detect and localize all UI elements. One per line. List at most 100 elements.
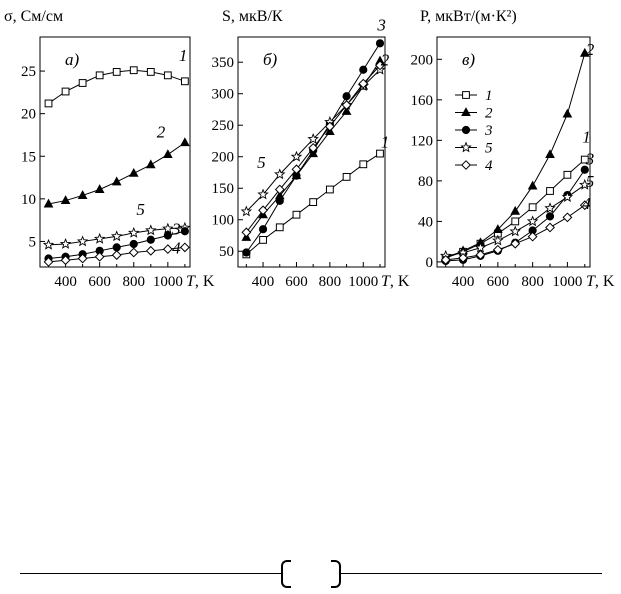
panel-a-frame bbox=[39, 36, 191, 268]
panel-b-series-4-point bbox=[358, 78, 369, 89]
panel-a-series-3-point bbox=[146, 235, 155, 244]
panel-a-series-4-point bbox=[128, 247, 139, 258]
panel-c-xlabel: T, K bbox=[586, 273, 615, 290]
panel-a-series-1-point bbox=[163, 71, 172, 80]
panel-b-series-4 bbox=[241, 60, 385, 238]
panel-c-xtick-label: 600 bbox=[487, 274, 510, 290]
panel-c-xtick-label: 400 bbox=[452, 274, 475, 290]
panel-a-xlabel: T, K bbox=[186, 273, 215, 290]
panel-b-series-3-point bbox=[342, 92, 351, 101]
panel-a-xlabel-unit: , K bbox=[195, 273, 215, 290]
legend-label-3: 3 bbox=[484, 123, 493, 139]
panel-b-series-2-point bbox=[341, 106, 352, 115]
panel-b-xtick-label: 400 bbox=[252, 274, 275, 290]
panel-c-xtick-label: 800 bbox=[521, 274, 544, 290]
panel-a-series-5-point bbox=[128, 226, 140, 238]
panel-c-series-2-point bbox=[545, 149, 555, 159]
panel-a-series-5 bbox=[42, 221, 191, 250]
panel-b-ytick-label: 300 bbox=[212, 87, 235, 103]
panel-b-ytick-label: 350 bbox=[212, 55, 235, 71]
panel-c-series-2-point bbox=[510, 205, 521, 215]
panel-b-frame bbox=[237, 36, 386, 268]
legend-marker-4 bbox=[461, 160, 471, 170]
panel-a-series-1-point bbox=[44, 99, 53, 108]
panel-a-series-4-point bbox=[162, 244, 173, 255]
panel-a-series-2-point bbox=[60, 195, 71, 205]
panel-b-series-3-point bbox=[242, 248, 251, 257]
panel-a-series-2 bbox=[43, 137, 190, 208]
panel-a-series-2-point bbox=[111, 176, 122, 186]
panel-a-series-5-point bbox=[76, 235, 89, 247]
panel-a-series-1-point bbox=[129, 66, 138, 75]
panel-a-series-4-point bbox=[60, 255, 71, 266]
legend-marker-3 bbox=[461, 125, 471, 135]
panel-c-xtick-label: 1000 bbox=[552, 274, 582, 290]
panel-a-series-1-point bbox=[61, 87, 70, 96]
panel-a-series-1-point bbox=[180, 77, 189, 86]
panel-b-series-3-point bbox=[375, 39, 385, 48]
panel-b-series-4-point bbox=[341, 100, 352, 110]
panel-b-series-3-point bbox=[359, 65, 368, 74]
panel-a-series-4-point bbox=[77, 253, 88, 264]
panel-a-series-3-point bbox=[180, 227, 189, 236]
panel-a-series-2-point bbox=[94, 184, 105, 193]
panel-b-series-4-point bbox=[375, 60, 385, 71]
panel-c-series-5-point bbox=[544, 202, 556, 214]
panel-c-series-5-point bbox=[526, 215, 539, 227]
panel-c-curve-label-1: 1 bbox=[582, 127, 591, 146]
panel-b-xlabel-var: T bbox=[381, 273, 391, 290]
panel-a-series-3-point bbox=[112, 243, 121, 252]
page-number-bracket-left bbox=[281, 560, 291, 588]
footer-rule-right bbox=[340, 573, 602, 574]
panel-b-series-1-point bbox=[325, 185, 334, 194]
panel-c-ytick-label: 80 bbox=[418, 174, 433, 190]
panel-c-ytick-label: 160 bbox=[411, 93, 434, 109]
panel-c-frame bbox=[436, 36, 591, 268]
panel-c-series-4-point bbox=[545, 222, 555, 233]
panel-a-series-1-point bbox=[146, 68, 155, 76]
panel-a-series-2-point bbox=[43, 198, 54, 208]
panel-c-series-1-point bbox=[546, 187, 554, 195]
panel-a-label: а) bbox=[65, 50, 80, 69]
panel-c-curve-label-2: 2 bbox=[586, 40, 595, 59]
panel-a-series-4-point bbox=[179, 242, 190, 253]
panel-c-series-4-point bbox=[510, 238, 521, 249]
panel-a-series-4-point bbox=[94, 251, 105, 262]
panel-a-series-4 bbox=[43, 242, 190, 267]
footer-rule-left bbox=[20, 573, 282, 574]
panel-c-curve-label-4: 4 bbox=[582, 194, 591, 213]
panel-a-series-2-line bbox=[48, 142, 186, 205]
panel-c-series-3-point bbox=[545, 212, 555, 221]
panel-b-series-1-point bbox=[275, 223, 284, 232]
legend-label-1: 1 bbox=[485, 88, 493, 104]
panel-c-xlabel-unit: , K bbox=[595, 273, 615, 290]
panel-b-ylabel: S, мкВ/К bbox=[222, 8, 283, 25]
panel-c-series-2-point bbox=[562, 108, 573, 118]
panel-a-series-5-point bbox=[93, 232, 106, 244]
panel-a-series-5-point bbox=[42, 238, 55, 250]
panel-c-series-4-point bbox=[492, 244, 503, 255]
panel-a-curve-label-2: 2 bbox=[157, 123, 166, 142]
panel-b-series-5-point bbox=[307, 133, 319, 144]
panel-c-xlabel-var: T bbox=[586, 273, 596, 290]
panel-b-ytick-label: 200 bbox=[212, 150, 235, 166]
panel-b: 400 600 800 1000 50 100 150 200 250 300 350 T, K б) 3… bbox=[212, 16, 410, 290]
panel-a-series-4-point bbox=[111, 250, 122, 260]
panel-b-ytick-label: 50 bbox=[219, 244, 234, 260]
panel-b-label: б) bbox=[263, 50, 278, 69]
panel-b-curve-label-5: 5 bbox=[257, 153, 266, 172]
panel-b-series-4-point bbox=[291, 164, 302, 175]
panel-b-series-5-point bbox=[274, 168, 286, 180]
panel-a-ytick-label: 25 bbox=[21, 64, 36, 80]
panel-c-series-5-point bbox=[561, 191, 574, 202]
panel-a-series-2-point bbox=[77, 190, 88, 199]
panel-c-ytick-label: 0 bbox=[426, 255, 434, 271]
panel-a-xlabel-var: T bbox=[186, 273, 196, 290]
panel-b-xtick-label: 1000 bbox=[348, 274, 378, 290]
legend-marker-5 bbox=[460, 141, 472, 153]
panel-c-series-2-point bbox=[493, 224, 503, 234]
panel-b-series-3-point bbox=[275, 196, 284, 205]
panel-c-series-4-point bbox=[475, 249, 486, 260]
panel-a-curve-label-4: 4 bbox=[172, 238, 181, 257]
